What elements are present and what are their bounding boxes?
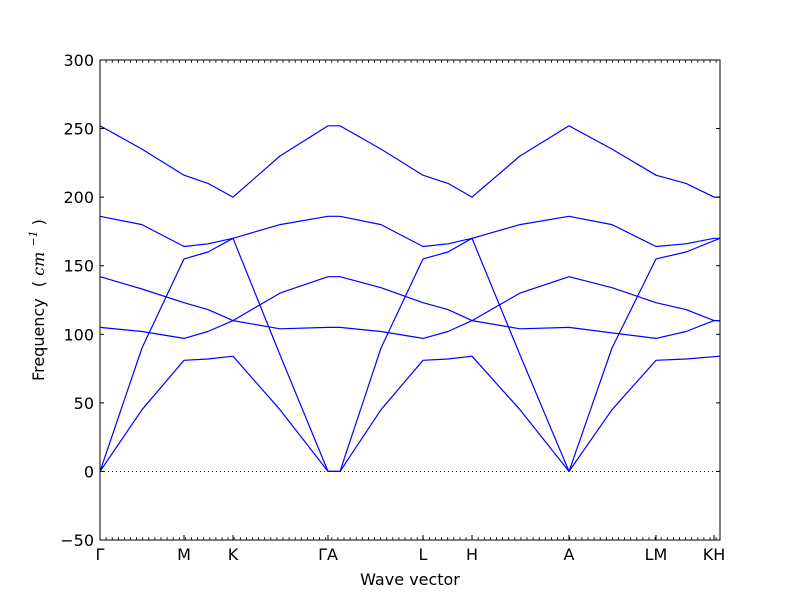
- branch-line-1: [99, 355, 721, 472]
- branch-line-3: [99, 320, 720, 339]
- y-tick-label: 150: [63, 257, 94, 276]
- y-tick-label: 50: [74, 394, 94, 413]
- x-tick-label: H: [466, 545, 478, 564]
- y-axis-unit-base: cm: [29, 252, 48, 276]
- x-tick-label: ΓA: [318, 545, 338, 564]
- series-layer: [99, 125, 721, 472]
- branch-line-6: [99, 125, 720, 198]
- y-tick-label: 200: [63, 188, 94, 207]
- y-axis-label-text: Frequency: [29, 298, 48, 381]
- x-tick-label: A: [564, 545, 575, 564]
- x-tick-label: K: [228, 545, 239, 564]
- y-tick-label: 100: [63, 325, 94, 344]
- x-tick-label: LM: [645, 545, 668, 564]
- y-tick-label: −50: [60, 531, 94, 550]
- y-axis-unit-open: (: [29, 281, 48, 287]
- x-tick-label: Γ: [96, 545, 105, 564]
- y-axis-label: Frequency ( cm −1 ): [22, 219, 48, 381]
- x-axis-label: Wave vector: [360, 570, 460, 589]
- x-tick-label: M: [177, 545, 191, 564]
- branch-line-5: [99, 215, 720, 248]
- x-tick-label: L: [419, 545, 428, 564]
- x-tick-label: KH: [703, 545, 726, 564]
- y-tick-label: 250: [63, 120, 94, 139]
- branch-line-2: [99, 237, 721, 472]
- x-ticks: Γ M K ΓA L H A LM KH: [96, 60, 726, 564]
- y-ticks: −50 0 50 100 150 200 250 300: [60, 51, 720, 550]
- y-axis-unit-close: ): [29, 219, 48, 225]
- branch-line-4: [99, 276, 720, 322]
- y-tick-label: 300: [63, 51, 94, 70]
- plot-frame: [99, 59, 721, 541]
- y-tick-label: 0: [84, 462, 94, 481]
- y-axis-unit-exponent: −1: [27, 230, 40, 246]
